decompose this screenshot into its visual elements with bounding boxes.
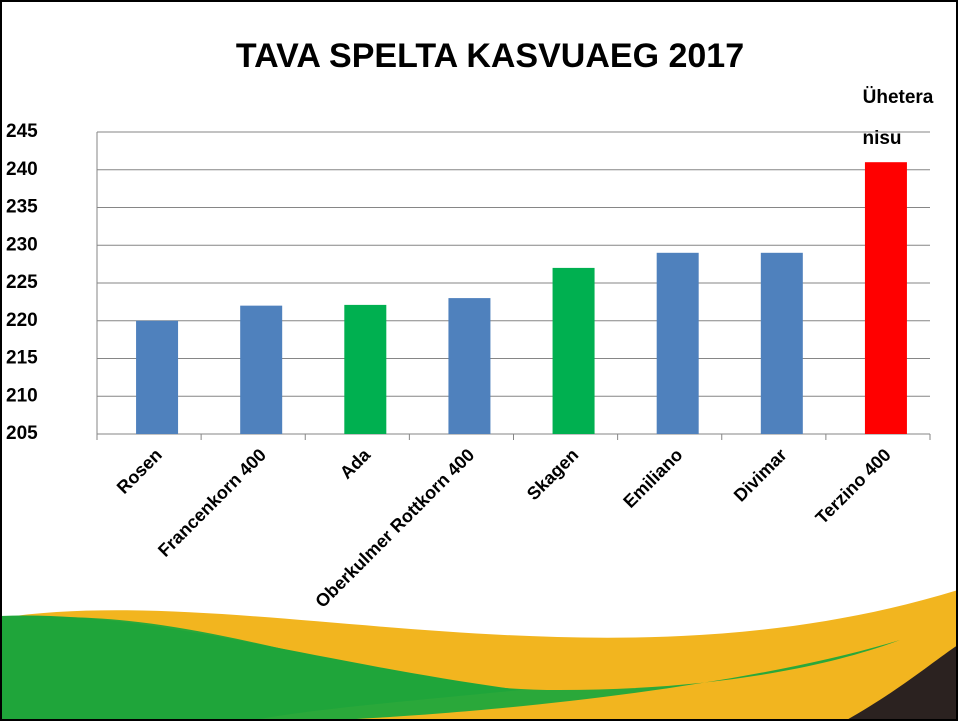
bar xyxy=(760,252,803,434)
y-tick-label: 220 xyxy=(6,310,38,331)
y-tick-label: 205 xyxy=(6,423,38,444)
y-tick-label: 235 xyxy=(6,197,38,218)
annotation: nisu xyxy=(862,128,901,149)
bar xyxy=(864,162,907,434)
y-tick-label: 210 xyxy=(6,385,38,406)
chart-title: TAVA SPELTA KASVUAEG 2017 xyxy=(236,37,744,75)
y-tick-label: 225 xyxy=(6,272,38,293)
corner-dark xyxy=(845,645,958,721)
y-tick-label: 215 xyxy=(6,348,38,369)
bar xyxy=(136,320,179,434)
y-tick-label: 245 xyxy=(6,121,38,142)
bar xyxy=(448,298,491,434)
swoosh-green-2 xyxy=(0,615,520,721)
bar xyxy=(344,304,387,434)
bar xyxy=(240,305,283,434)
annotation: Ühetera xyxy=(863,87,934,108)
bar xyxy=(656,252,699,434)
bar xyxy=(552,267,595,434)
y-tick-label: 230 xyxy=(6,234,38,255)
y-tick-label: 240 xyxy=(6,159,38,180)
